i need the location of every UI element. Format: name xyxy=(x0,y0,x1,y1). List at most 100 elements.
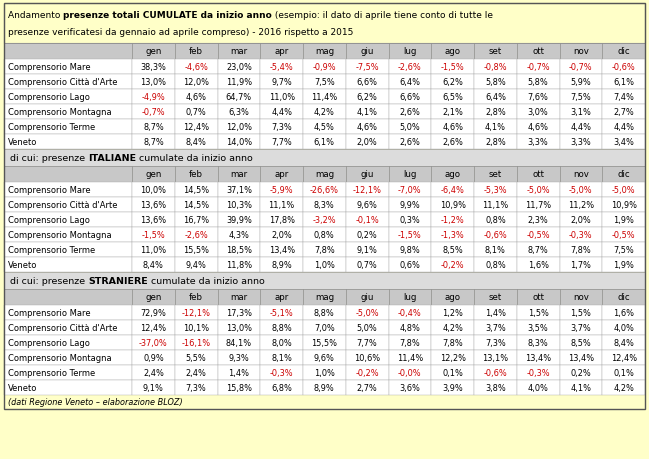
Bar xyxy=(217,242,260,257)
Bar xyxy=(517,134,559,150)
Text: 4,6%: 4,6% xyxy=(442,123,463,132)
Bar xyxy=(602,305,645,320)
Bar xyxy=(431,305,474,320)
Bar xyxy=(260,228,303,242)
Bar xyxy=(346,183,389,197)
Bar xyxy=(217,167,260,183)
Text: 3,6%: 3,6% xyxy=(399,383,421,392)
Bar xyxy=(474,305,517,320)
Text: 10,9%: 10,9% xyxy=(611,201,637,210)
Bar xyxy=(4,4,645,409)
Text: 0,1%: 0,1% xyxy=(442,368,463,377)
Bar xyxy=(559,350,602,365)
Bar xyxy=(217,183,260,197)
Text: -5,4%: -5,4% xyxy=(270,63,293,72)
Bar xyxy=(4,350,132,365)
Bar xyxy=(431,257,474,272)
Bar xyxy=(602,105,645,120)
Bar xyxy=(4,335,132,350)
Bar xyxy=(517,120,559,134)
Text: -5,0%: -5,0% xyxy=(355,308,379,317)
Bar xyxy=(431,213,474,228)
Text: 12,2%: 12,2% xyxy=(439,353,465,362)
Bar xyxy=(602,44,645,60)
Text: 0,9%: 0,9% xyxy=(143,353,164,362)
Text: -16,1%: -16,1% xyxy=(182,338,211,347)
Text: cumulate da inizio anno: cumulate da inizio anno xyxy=(136,154,253,162)
Bar xyxy=(474,242,517,257)
Bar xyxy=(346,320,389,335)
Text: 3,7%: 3,7% xyxy=(570,323,591,332)
Text: -2,6%: -2,6% xyxy=(398,63,422,72)
Text: lug: lug xyxy=(403,293,417,302)
Bar xyxy=(303,213,346,228)
Bar xyxy=(175,134,217,150)
Bar xyxy=(431,75,474,90)
Bar xyxy=(474,90,517,105)
Text: mag: mag xyxy=(315,47,334,56)
Text: 9,7%: 9,7% xyxy=(271,78,292,87)
Text: -2,6%: -2,6% xyxy=(184,230,208,240)
Text: Comprensorio Mare: Comprensorio Mare xyxy=(8,63,91,72)
Bar xyxy=(175,365,217,380)
Bar xyxy=(474,213,517,228)
Text: -0,7%: -0,7% xyxy=(141,108,165,117)
Bar xyxy=(303,305,346,320)
Text: 4,2%: 4,2% xyxy=(613,383,634,392)
Text: 4,1%: 4,1% xyxy=(485,123,506,132)
Bar xyxy=(474,257,517,272)
Text: 7,7%: 7,7% xyxy=(271,138,292,147)
Bar xyxy=(175,60,217,75)
Text: di cui: presenze: di cui: presenze xyxy=(10,276,88,285)
Text: 2,7%: 2,7% xyxy=(357,383,378,392)
Bar xyxy=(559,197,602,213)
Bar xyxy=(346,257,389,272)
Text: nov: nov xyxy=(573,47,589,56)
Text: mar: mar xyxy=(230,170,247,179)
Text: 3,0%: 3,0% xyxy=(528,108,548,117)
Text: -4,9%: -4,9% xyxy=(141,93,165,102)
Text: (dati Regione Veneto – elaborazione BLOZ): (dati Regione Veneto – elaborazione BLOZ… xyxy=(8,397,182,407)
Bar xyxy=(217,44,260,60)
Text: 8,7%: 8,7% xyxy=(528,246,548,254)
Bar xyxy=(559,90,602,105)
Bar xyxy=(474,167,517,183)
Text: 8,4%: 8,4% xyxy=(143,260,164,269)
Bar xyxy=(431,197,474,213)
Bar xyxy=(217,320,260,335)
Bar xyxy=(303,75,346,90)
Text: apr: apr xyxy=(275,47,289,56)
Bar xyxy=(559,167,602,183)
Text: 16,7%: 16,7% xyxy=(183,216,209,224)
Text: feb: feb xyxy=(189,170,203,179)
Text: -0,9%: -0,9% xyxy=(313,63,336,72)
Text: 72,9%: 72,9% xyxy=(140,308,166,317)
Bar xyxy=(260,90,303,105)
Bar xyxy=(175,105,217,120)
Bar xyxy=(260,134,303,150)
Bar xyxy=(346,197,389,213)
Bar xyxy=(4,90,132,105)
Bar xyxy=(132,75,175,90)
Text: nov: nov xyxy=(573,293,589,302)
Text: 15,5%: 15,5% xyxy=(312,338,337,347)
Text: -5,9%: -5,9% xyxy=(270,185,293,195)
Text: 39,9%: 39,9% xyxy=(226,216,252,224)
Bar xyxy=(260,305,303,320)
Bar xyxy=(389,365,431,380)
Text: 0,1%: 0,1% xyxy=(613,368,634,377)
Bar xyxy=(431,105,474,120)
Bar xyxy=(4,242,132,257)
Text: 84,1%: 84,1% xyxy=(226,338,252,347)
Text: 8,9%: 8,9% xyxy=(271,260,292,269)
Bar xyxy=(431,183,474,197)
Text: 23,0%: 23,0% xyxy=(226,63,252,72)
Text: 13,0%: 13,0% xyxy=(226,323,252,332)
Bar xyxy=(175,167,217,183)
Bar xyxy=(4,305,132,320)
Text: 7,5%: 7,5% xyxy=(613,246,634,254)
Text: 11,1%: 11,1% xyxy=(269,201,295,210)
Bar xyxy=(517,289,559,305)
Bar xyxy=(175,242,217,257)
Bar xyxy=(559,380,602,395)
